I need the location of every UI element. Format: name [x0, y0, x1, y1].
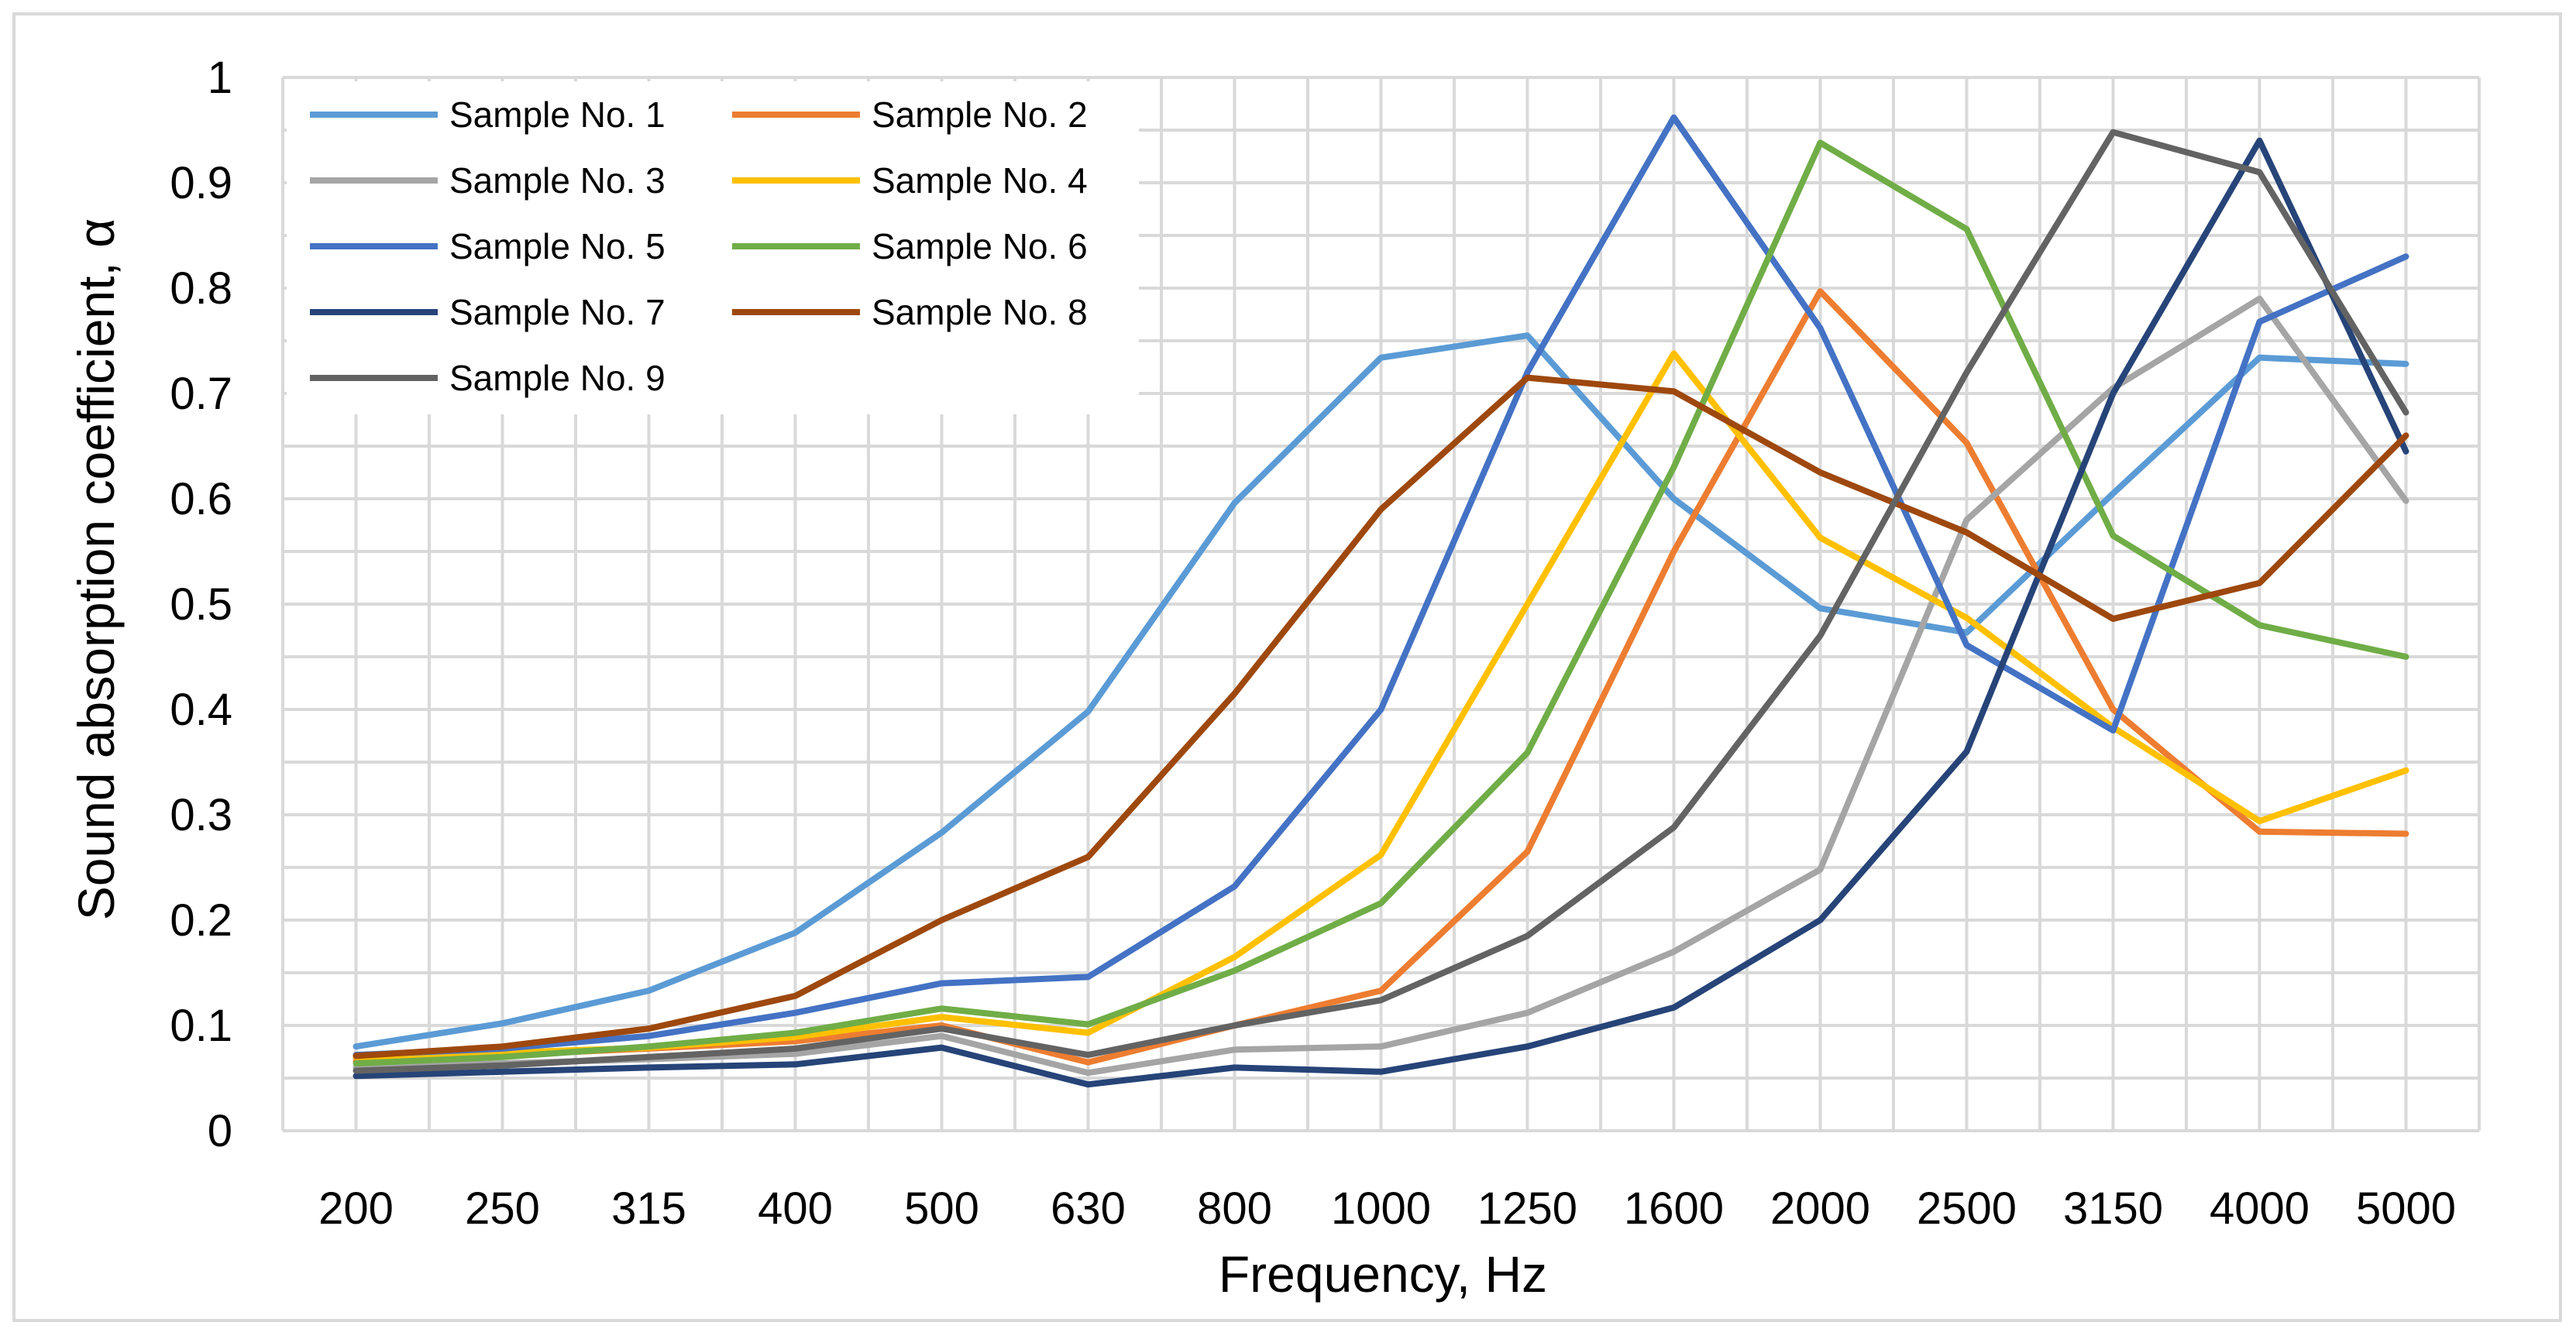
x-tick-label: 315: [611, 1183, 686, 1234]
y-tick-label: 0.3: [170, 790, 232, 840]
x-tick-label: 3150: [2063, 1183, 2163, 1234]
y-tick-label: 0.7: [170, 369, 232, 419]
y-axis-ticks: 0 0.1 0.2 0.3 0.4 0.5 0.6 0.7 0.8 0.9 1: [170, 53, 232, 1156]
x-tick-label: 2500: [1917, 1183, 2017, 1234]
y-tick-label: 0: [208, 1106, 232, 1156]
series-line-8: [353, 374, 2409, 1060]
x-tick-label: 1250: [1477, 1183, 1577, 1234]
x-tick-label: 2000: [1770, 1183, 1870, 1234]
y-tick-label: 0.4: [170, 685, 232, 735]
x-tick-label: 4000: [2210, 1183, 2309, 1234]
series-line-7: [353, 137, 2409, 1088]
legend-label-5: Sample No. 5: [449, 226, 665, 266]
legend-label-8: Sample No. 8: [872, 292, 1088, 332]
legend-label-1: Sample No. 1: [449, 94, 665, 135]
legend-label-6: Sample No. 6: [872, 226, 1088, 266]
y-tick-label: 0.5: [170, 579, 232, 630]
legend: Sample No. 1 Sample No. 2 Sample No. 3 Samp…: [287, 81, 1139, 414]
x-tick-label: 400: [758, 1183, 833, 1234]
series-line-5: [353, 114, 2409, 1059]
legend-label-7: Sample No. 7: [449, 292, 665, 332]
series-lines: [353, 114, 2409, 1088]
x-tick-label: 5000: [2356, 1183, 2456, 1234]
x-axis-title: Frequency, Hz: [1219, 1245, 1547, 1303]
legend-label-4: Sample No. 4: [872, 160, 1088, 201]
legend-label-9: Sample No. 9: [449, 358, 665, 398]
x-tick-label: 630: [1051, 1183, 1126, 1234]
series-line-9: [353, 129, 2409, 1074]
legend-label-2: Sample No. 2: [872, 94, 1088, 135]
x-tick-label: 500: [904, 1183, 979, 1234]
y-axis-title: Sound absorption coefficient, α: [67, 218, 125, 921]
y-tick-label: 0.9: [170, 158, 232, 208]
y-tick-label: 0.1: [170, 1001, 232, 1051]
series-line-1: [353, 332, 2409, 1050]
legend-label-3: Sample No. 3: [449, 160, 665, 201]
y-tick-label: 0.8: [170, 263, 232, 314]
x-tick-label: 1000: [1331, 1183, 1431, 1234]
chart-frame: [12, 12, 2562, 1322]
y-tick-label: 0.6: [170, 474, 232, 524]
x-tick-label: 200: [318, 1183, 394, 1234]
x-tick-label: 800: [1197, 1183, 1272, 1234]
y-tick-label: 1: [208, 53, 232, 103]
y-tick-label: 0.2: [170, 895, 232, 946]
x-tick-label: 1600: [1624, 1183, 1724, 1234]
x-tick-label: 250: [465, 1183, 540, 1234]
x-axis-ticks: 200 250 315 400 500 630 800 1000 1250 1600 2000 250…: [318, 1183, 2456, 1234]
series-line-6: [353, 139, 2409, 1066]
